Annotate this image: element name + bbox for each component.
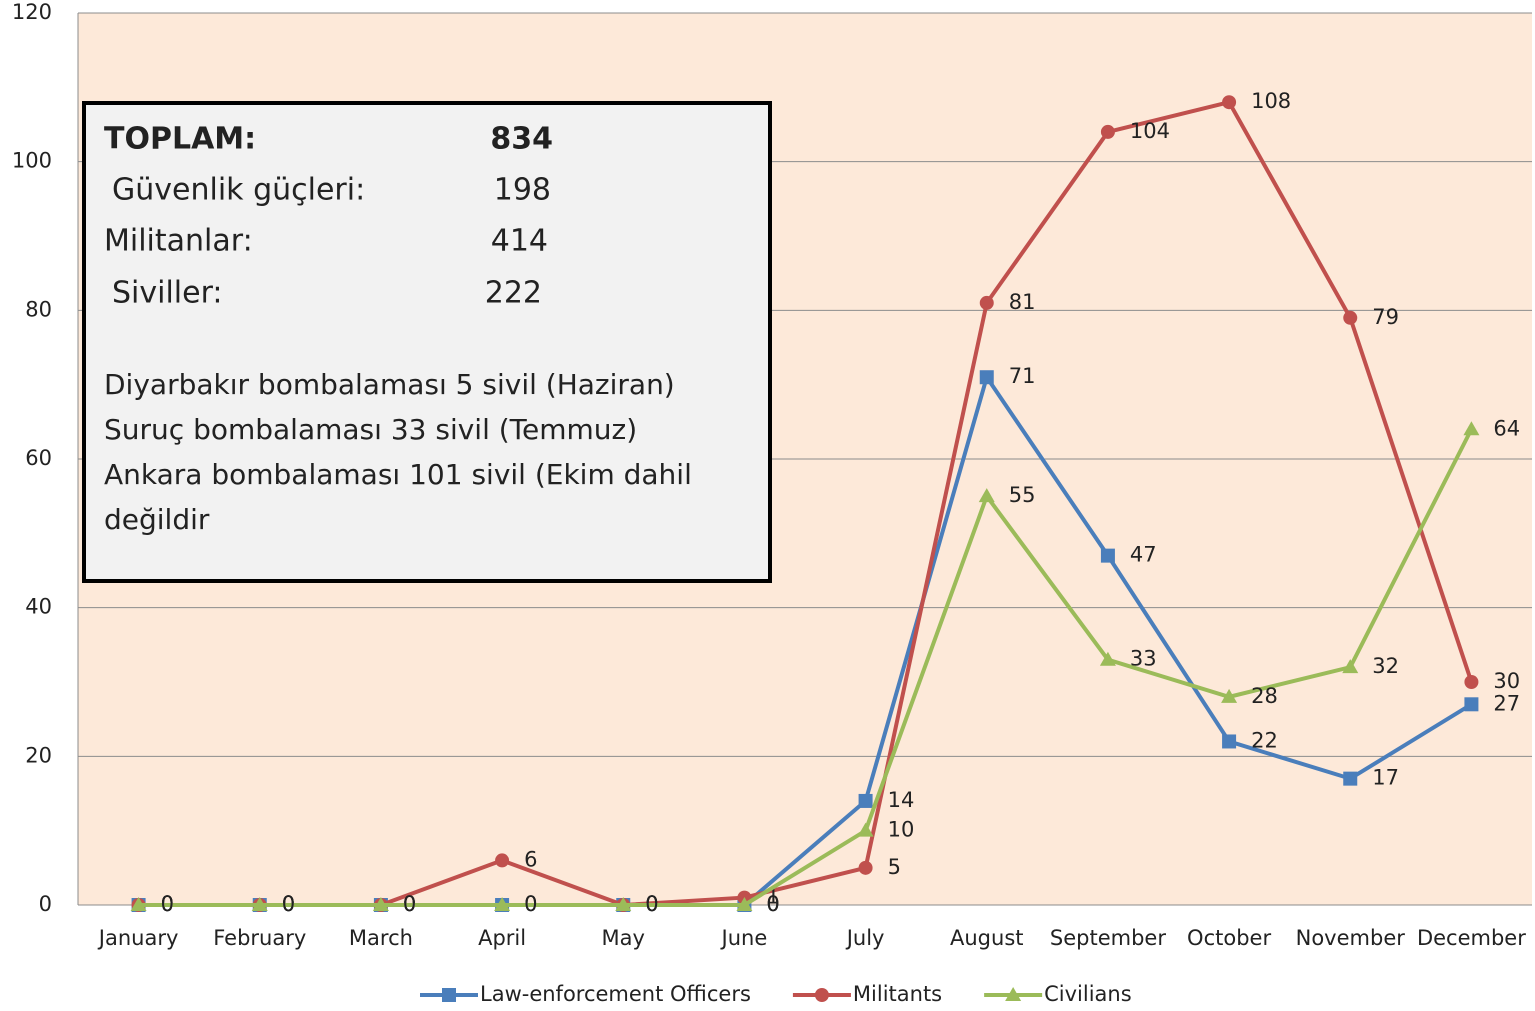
y-tick-label: 120 bbox=[12, 0, 52, 24]
marker bbox=[372, 897, 389, 911]
marker bbox=[858, 793, 873, 808]
marker bbox=[1100, 548, 1115, 563]
marker bbox=[1099, 651, 1116, 666]
data-label: 0 bbox=[766, 892, 779, 916]
marker bbox=[1221, 688, 1238, 703]
data-label: 33 bbox=[1130, 647, 1157, 671]
marker bbox=[495, 853, 510, 868]
x-tick-label: April bbox=[478, 926, 526, 950]
data-label: 0 bbox=[645, 892, 658, 916]
marker bbox=[1343, 310, 1358, 325]
data-label: 0 bbox=[524, 892, 537, 916]
marker bbox=[978, 488, 995, 503]
marker bbox=[979, 370, 994, 385]
annotation-label: Siviller: bbox=[112, 276, 223, 311]
y-tick-label: 80 bbox=[25, 297, 52, 321]
data-label: 17 bbox=[1372, 766, 1399, 790]
y-tick-label: 100 bbox=[12, 149, 52, 173]
data-label: 79 bbox=[1372, 305, 1399, 329]
x-tick-label: May bbox=[602, 926, 645, 950]
series-line bbox=[138, 428, 1474, 907]
data-label: 28 bbox=[1251, 684, 1278, 708]
marker bbox=[1343, 771, 1358, 786]
annotation-value: 198 bbox=[494, 173, 551, 208]
legend-label: Civilians bbox=[1044, 982, 1132, 1006]
annotation-note: Suruç bombalaması 33 sivil (Temmuz) bbox=[104, 413, 637, 446]
marker bbox=[814, 988, 829, 1002]
marker bbox=[1463, 421, 1480, 436]
data-label: 55 bbox=[1009, 483, 1036, 507]
data-label: 30 bbox=[1493, 669, 1520, 693]
x-tick-label: January bbox=[97, 926, 179, 950]
data-label: 64 bbox=[1493, 416, 1520, 440]
data-label: 0 bbox=[766, 892, 779, 916]
annotation-note: değildir bbox=[104, 503, 210, 536]
marker bbox=[494, 897, 511, 911]
annotation-value: 834 bbox=[490, 122, 553, 157]
annotation-label: Güvenlik güçleri: bbox=[112, 173, 365, 208]
x-tick-label: August bbox=[950, 926, 1024, 950]
data-label: 71 bbox=[1009, 364, 1036, 388]
data-label: 32 bbox=[1372, 654, 1399, 678]
x-tick-label: February bbox=[213, 926, 306, 950]
marker bbox=[442, 988, 456, 1002]
data-label: 10 bbox=[888, 818, 915, 842]
data-label: 0 bbox=[282, 892, 295, 916]
data-label: 6 bbox=[524, 847, 537, 871]
data-label: 104 bbox=[1130, 119, 1170, 143]
data-label: 81 bbox=[1009, 290, 1036, 314]
data-label: 108 bbox=[1251, 89, 1291, 113]
annotation-note: Ankara bombalaması 101 sivil (Ekim dahil bbox=[104, 458, 692, 491]
x-tick-label: July bbox=[845, 926, 885, 950]
marker bbox=[130, 897, 147, 911]
marker bbox=[857, 822, 874, 837]
data-label: 47 bbox=[1130, 543, 1157, 567]
marker bbox=[1100, 124, 1115, 139]
data-label: 0 bbox=[403, 892, 416, 916]
marker bbox=[979, 295, 994, 310]
x-tick-label: September bbox=[1050, 926, 1166, 950]
marker bbox=[1222, 95, 1237, 110]
marker bbox=[1464, 675, 1479, 689]
data-label: 0 bbox=[161, 892, 174, 916]
annotation-frame bbox=[82, 101, 772, 583]
marker bbox=[615, 897, 632, 911]
x-tick-label: October bbox=[1187, 926, 1271, 950]
marker bbox=[736, 897, 753, 911]
annotation-label: Militanlar: bbox=[104, 224, 253, 259]
data-label: 5 bbox=[888, 855, 901, 879]
marker bbox=[1342, 659, 1359, 674]
y-tick-label: 40 bbox=[25, 595, 52, 619]
annotation-box: TOPLAM: 834 Güvenlik güçleri: 198 Militanlar… bbox=[82, 101, 772, 583]
x-tick-label: June bbox=[720, 926, 768, 950]
x-tick-label: December bbox=[1417, 926, 1526, 950]
y-tick-label: 60 bbox=[25, 446, 52, 470]
annotation-value: 414 bbox=[491, 224, 548, 259]
y-tick-label: 0 bbox=[39, 892, 52, 916]
x-tick-label: March bbox=[349, 926, 413, 950]
marker bbox=[1222, 734, 1237, 749]
marker bbox=[1005, 987, 1022, 1001]
annotation-value: 222 bbox=[485, 276, 542, 311]
marker bbox=[858, 860, 873, 875]
x-tick-label: November bbox=[1296, 926, 1406, 950]
marker bbox=[251, 897, 268, 911]
data-label: 27 bbox=[1493, 691, 1520, 715]
data-label: 22 bbox=[1251, 728, 1278, 752]
legend-label: Law-enforcement Officers bbox=[480, 982, 751, 1006]
legend-label: Militants bbox=[853, 982, 942, 1006]
data-label: 14 bbox=[888, 788, 915, 812]
y-tick-label: 20 bbox=[25, 743, 52, 767]
annotation-note: Diyarbakır bombalaması 5 sivil (Haziran) bbox=[104, 368, 675, 401]
marker bbox=[1464, 697, 1479, 712]
annotation-label: TOPLAM: bbox=[104, 122, 256, 157]
